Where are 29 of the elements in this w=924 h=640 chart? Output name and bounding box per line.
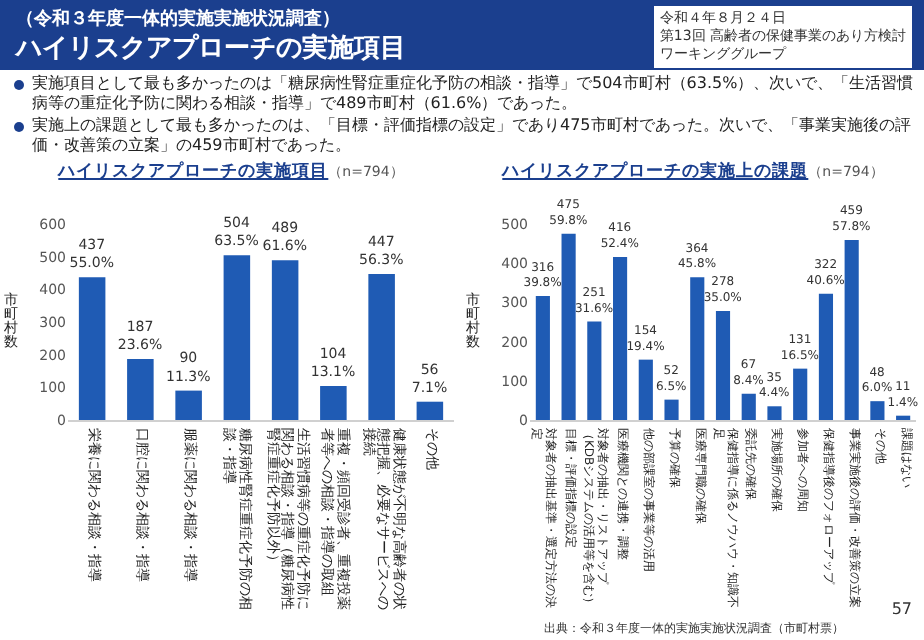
bar [767, 406, 782, 420]
bar [175, 390, 202, 420]
bar [320, 386, 347, 420]
bar [127, 358, 154, 420]
text: 実施項目として最も多かったのは「糖尿病性腎症重症化予防の相談・指導」で504市町村（63.5%）、次いで、「生活習慣病等の重症化予防に関わる相談・指導」で489市町村（61.6%）であった。 [32, 74, 914, 112]
text: （令和３年度一体的実施実施状況調査） [16, 6, 340, 32]
bar [741, 393, 756, 420]
bar [368, 273, 395, 420]
bar [416, 401, 444, 420]
bar [793, 368, 808, 420]
bar [690, 277, 705, 420]
bar [223, 255, 251, 420]
bar [561, 233, 576, 420]
chart-title: ハイリスクアプローチの実施上の課題 [502, 162, 809, 182]
bar [844, 240, 859, 420]
chart-title: ハイリスクアプローチの実施項目 [58, 162, 329, 182]
bar [535, 296, 550, 420]
text: ハイリスクアプローチの実施項目 [16, 31, 406, 66]
bar [638, 359, 653, 420]
bar [818, 293, 834, 420]
text: 実施上の課題として最も多かったのは、「目標・評価指標の設定」であり475市町村であった。次いで、「事業実施後の評価・改善策の立案」の459市町村であった。 [32, 116, 911, 154]
bar [613, 256, 628, 420]
bar [587, 321, 602, 420]
bar [78, 277, 106, 420]
bar [715, 311, 731, 420]
bar [664, 399, 679, 420]
bar [870, 401, 885, 420]
text: 57 [891, 600, 912, 618]
bar [271, 260, 299, 420]
